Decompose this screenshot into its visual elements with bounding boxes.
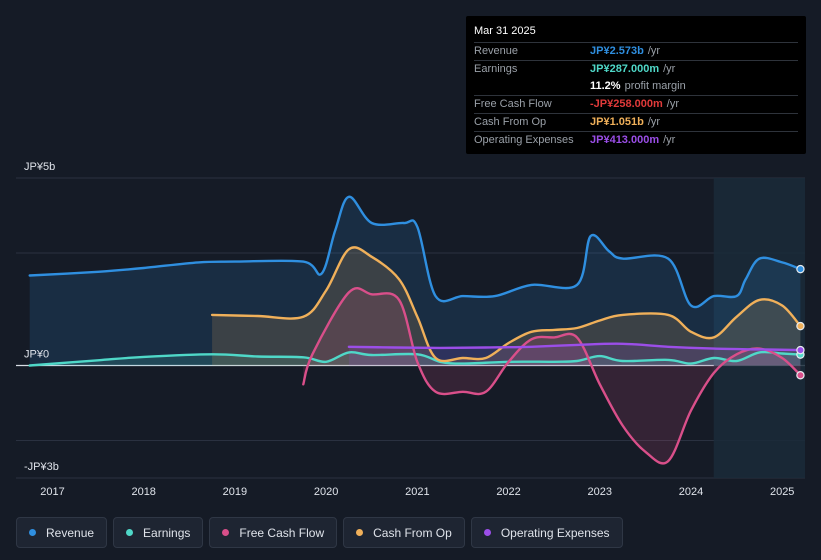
x-tick-label: 2021: [405, 486, 429, 498]
tooltip-row-value: JP¥287.000m: [590, 63, 660, 75]
x-tick-label: 2019: [223, 486, 247, 498]
x-tick-label: 2023: [588, 486, 612, 498]
tooltip-rows: Revenue JP¥2.573b/yr Earnings JP¥287.000m/y…: [474, 42, 798, 149]
tooltip-row-value: JP¥1.051b: [590, 116, 644, 128]
operating-expenses-end-marker: [796, 345, 805, 355]
financials-chart: JP¥5b JP¥0 -JP¥3b 2017 2018 2019 2020 2021 2022…: [16, 161, 805, 498]
tooltip-row-unit: /yr: [663, 63, 676, 75]
legend-dot-icon: [126, 529, 134, 536]
revenue-end-marker: [796, 264, 805, 274]
legend-item-free-cash-flow[interactable]: Free Cash Flow: [209, 517, 338, 548]
tooltip-row-unit: /yr: [647, 45, 661, 57]
tooltip-row: 11.2% profit margin: [474, 78, 798, 95]
x-tick-label: 2025: [770, 486, 794, 498]
tooltip-row-value: 11.2%: [590, 80, 621, 92]
legend-dot-icon: [29, 529, 36, 536]
legend-item-earnings[interactable]: Earnings: [113, 517, 204, 548]
legend-dot-icon: [356, 529, 364, 536]
cash-from-op-area: [212, 247, 801, 366]
x-tick-label: 2018: [131, 486, 155, 498]
x-axis-labels: 2017 2018 2019 2020 2021 2022 2023 2024 2025: [40, 486, 794, 498]
legend-item-operating-expenses[interactable]: Operating Expenses: [470, 517, 623, 548]
revenue-area: [29, 196, 801, 366]
tooltip-row-value: -JP¥258.000m: [590, 98, 663, 110]
legend-label: Free Cash Flow: [239, 525, 325, 540]
tooltip-row: Operating Expenses JP¥413.000m/yr: [474, 131, 798, 149]
tooltip-row-label: [474, 78, 590, 95]
x-tick-label: 2020: [314, 486, 338, 498]
x-tick-label: 2024: [679, 486, 703, 498]
tooltip-row: Cash From Op JP¥1.051b/yr: [474, 113, 798, 131]
x-tick-label: 2022: [496, 486, 520, 498]
revenue-line: [28, 195, 802, 309]
legend-dot-icon: [483, 529, 491, 536]
y-tick-label: JP¥5b: [24, 161, 55, 173]
legend-item-cash-from-op[interactable]: Cash From Op: [343, 517, 465, 548]
tooltip-row-unit: /yr: [663, 134, 676, 146]
free-cash-flow-line: [302, 287, 802, 465]
free-cash-flow-area: [303, 288, 801, 464]
operating-expenses-line: [347, 342, 802, 352]
cash-from-op-end-marker: [796, 321, 805, 331]
gridlines: [16, 177, 805, 479]
y-tick-label: JP¥0: [24, 349, 49, 361]
tooltip-date: Mar 31 2025: [474, 25, 536, 37]
series-end-markers: [796, 264, 805, 380]
chart-legend: Revenue Earnings Free Cash Flow Cash From O…: [16, 517, 629, 548]
tooltip-row: Revenue JP¥2.573b/yr: [474, 42, 798, 60]
series-areas: [29, 196, 801, 464]
tooltip-row-unit: profit margin: [624, 80, 686, 92]
tooltip-row: Earnings JP¥287.000m/yr: [474, 60, 798, 78]
tooltip-row: Free Cash Flow -JP¥258.000m/yr: [474, 95, 798, 113]
y-axis-labels: JP¥5b JP¥0 -JP¥3b: [24, 161, 59, 473]
operating-expenses-area: [348, 343, 801, 366]
tooltip-row-label: Earnings: [474, 63, 518, 75]
tooltip-row-label: Cash From Op: [474, 116, 547, 128]
tooltip-row-value: JP¥413.000m: [590, 134, 660, 146]
legend-item-revenue[interactable]: Revenue: [16, 517, 108, 548]
legend-label: Operating Expenses: [500, 525, 610, 540]
legend-label: Revenue: [46, 525, 95, 540]
y-tick-label: -JP¥3b: [24, 461, 59, 473]
x-tick-label: 2017: [40, 486, 64, 498]
forecast-region: [713, 178, 805, 478]
tooltip-row-label: Free Cash Flow: [474, 98, 552, 110]
cash-from-op-line: [210, 246, 802, 363]
earnings-line: [28, 350, 802, 367]
tooltip-row-label: Operating Expenses: [474, 134, 574, 146]
free-cash-flow-end-marker: [796, 371, 805, 380]
tooltip-row-unit: /yr: [666, 98, 680, 110]
tooltip-row-label: Revenue: [474, 45, 519, 57]
legend-dot-icon: [222, 529, 230, 536]
legend-label: Earnings: [143, 525, 191, 540]
tooltip-row-unit: /yr: [647, 116, 661, 128]
data-tooltip: Mar 31 2025 Revenue JP¥2.573b/yr Earnings J…: [466, 16, 806, 154]
legend-label: Cash From Op: [373, 525, 452, 540]
series-lines: [28, 195, 802, 465]
tooltip-row-value: JP¥2.573b: [590, 45, 644, 57]
